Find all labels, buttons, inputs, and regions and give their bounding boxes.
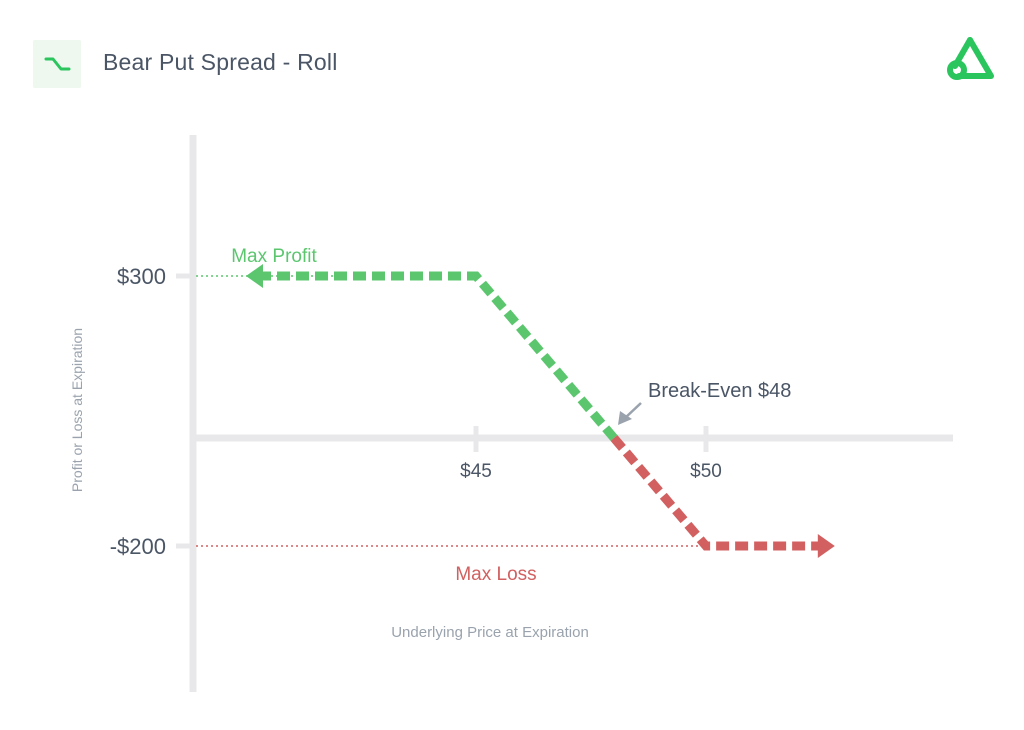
page-title: Bear Put Spread - Roll <box>103 49 338 75</box>
loss-arrowhead <box>817 534 835 558</box>
strategy-icon-badge <box>33 40 81 88</box>
max-loss-label: Max Loss <box>455 564 536 585</box>
y-tick-label-neg200: -$200 <box>110 534 166 559</box>
brand-logo-icon <box>947 37 994 80</box>
break-even-label: Break-Even $48 <box>648 380 791 402</box>
profit-segment <box>258 271 618 441</box>
y-axis-title: Profit or Loss at Expiration <box>69 328 85 492</box>
profit-arrowhead <box>246 264 263 288</box>
x-tick-label-45: $45 <box>460 461 492 482</box>
max-profit-label: Max Profit <box>231 246 317 267</box>
x-axis-title: Underlying Price at Expiration <box>391 624 589 641</box>
loss-segment <box>610 435 821 551</box>
bear-put-payoff-icon <box>44 57 71 71</box>
y-tick-label-300: $300 <box>117 264 166 289</box>
break-even-arrow <box>618 402 642 425</box>
x-tick-label-50: $50 <box>690 461 722 482</box>
